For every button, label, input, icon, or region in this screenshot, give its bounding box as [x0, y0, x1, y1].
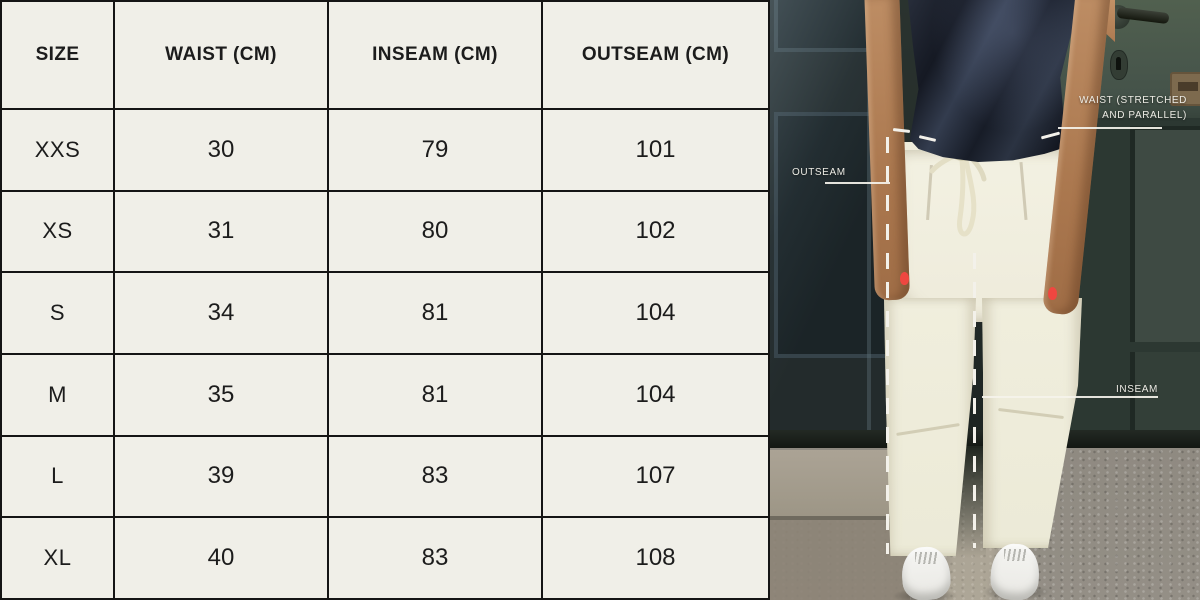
- cell-inseam-xxs: 79: [329, 110, 543, 192]
- cell-inseam-m: 81: [329, 354, 543, 437]
- red-nail-left: [900, 272, 909, 285]
- cell-outseam-xxs: 101: [543, 110, 770, 192]
- cell-size-l: L: [2, 436, 115, 519]
- waist-label-line2: AND PARALLEL): [1102, 110, 1187, 121]
- door-keyhole: [1116, 57, 1121, 70]
- cell-waist-m: 35: [115, 354, 329, 437]
- size-guide-photo: WAIST (STRETCHED AND PARALLEL) OUTSEAM I…: [770, 0, 1200, 600]
- green-door-panel: [1130, 126, 1200, 342]
- door-left-bevel: [867, 0, 871, 440]
- cell-outseam-xs: 102: [543, 191, 770, 274]
- size-chart-table: SIZE WAIST (CM) INSEAM (CM) OUTSEAM (CM)…: [0, 0, 770, 600]
- cell-inseam-l: 83: [329, 436, 543, 519]
- column-header-inseam: INSEAM (CM): [329, 2, 543, 110]
- cell-outseam-l: 107: [543, 436, 770, 519]
- cell-size-m: M: [2, 354, 115, 437]
- cell-inseam-s: 81: [329, 273, 543, 355]
- cell-size-xs: XS: [2, 191, 115, 274]
- column-header-waist: WAIST (CM): [115, 2, 329, 110]
- cell-inseam-xl: 83: [329, 518, 543, 600]
- cell-waist-l: 39: [115, 436, 329, 519]
- cell-waist-xs: 31: [115, 191, 329, 274]
- column-header-size: SIZE: [2, 2, 115, 110]
- sneaker-laces-left: [915, 552, 937, 564]
- outseam-pointer-line: [825, 182, 890, 184]
- cell-size-xxs: XXS: [2, 110, 115, 192]
- inseam-label: INSEAM: [1116, 384, 1158, 395]
- cell-waist-xxs: 30: [115, 110, 329, 192]
- inseam-dashed-line: [973, 253, 976, 548]
- pavement-lower-left: [770, 520, 910, 600]
- cell-size-s: S: [2, 273, 115, 355]
- cell-outseam-m: 104: [543, 354, 770, 437]
- sneaker-laces-right: [1004, 549, 1026, 561]
- waist-pointer-line: [1058, 127, 1162, 129]
- column-header-outseam: OUTSEAM (CM): [543, 2, 770, 110]
- cell-waist-xl: 40: [115, 518, 329, 600]
- letterbox-slot: [1178, 82, 1198, 91]
- cell-outseam-s: 104: [543, 273, 770, 355]
- waist-label-line1: WAIST (STRETCHED: [1079, 95, 1187, 106]
- green-door-panel-lower: [1130, 352, 1200, 432]
- cell-waist-s: 34: [115, 273, 329, 355]
- outseam-label: OUTSEAM: [792, 167, 846, 178]
- waist-label: WAIST (STRETCHED AND PARALLEL): [1079, 93, 1187, 123]
- outseam-dashed-line: [886, 137, 889, 554]
- cell-outseam-xl: 108: [543, 518, 770, 600]
- red-nail-right: [1048, 287, 1057, 300]
- inseam-pointer-line: [982, 396, 1158, 398]
- cell-size-xl: XL: [2, 518, 115, 600]
- cell-inseam-xs: 80: [329, 191, 543, 274]
